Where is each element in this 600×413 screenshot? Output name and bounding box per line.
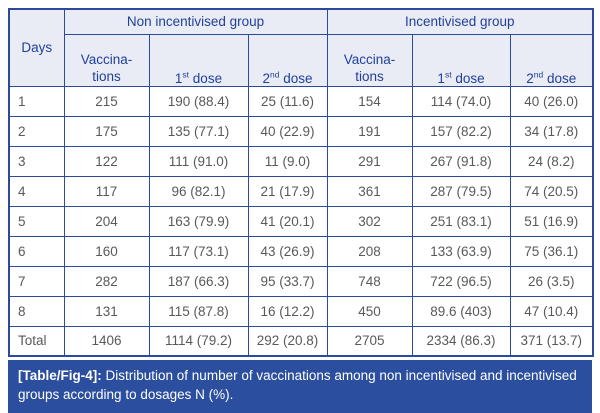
value-cell: 204 bbox=[63, 205, 150, 237]
value-cell: 96 (82.1) bbox=[148, 175, 249, 207]
value-cell: 117 (73.1) bbox=[148, 235, 249, 267]
value-cell: 302 bbox=[326, 205, 413, 237]
value-cell: 450 bbox=[326, 295, 413, 327]
value-cell: 25 (11.6) bbox=[247, 85, 328, 117]
value-cell: 215 bbox=[63, 85, 150, 117]
value-cell: 163 (79.9) bbox=[148, 205, 249, 237]
table-row: 7 282 187 (66.3) 95 (33.7) 748 722 (96.5) 26 (… bbox=[8, 265, 594, 297]
col-header-days: Days bbox=[8, 8, 65, 87]
value-cell: 24 (8.2) bbox=[509, 145, 594, 177]
table-caption: [Table/Fig-4]: Distribution of number of… bbox=[8, 360, 592, 413]
value-cell: 95 (33.7) bbox=[247, 265, 328, 297]
dose-number: 2 bbox=[262, 70, 271, 86]
value-cell: 208 bbox=[326, 235, 413, 267]
table-row: 5 204 163 (79.9) 41 (20.1) 302 251 (83.1) 51 (… bbox=[8, 205, 594, 237]
value-cell: 1114 (79.2) bbox=[148, 325, 249, 357]
col-header-first-dose-non-incentivised: 1st dose bbox=[148, 33, 249, 87]
day-cell: Total bbox=[8, 325, 65, 357]
value-cell: 282 bbox=[63, 265, 150, 297]
col-header-vaccinations-incentivised: Vaccina- tions bbox=[326, 33, 413, 87]
value-cell: 74 (20.5) bbox=[509, 175, 594, 207]
value-cell: 40 (22.9) bbox=[247, 115, 328, 147]
day-cell: 4 bbox=[8, 175, 65, 207]
dose-number: 1 bbox=[437, 70, 445, 86]
value-cell: 191 bbox=[326, 115, 413, 147]
value-cell: 154 bbox=[326, 85, 413, 117]
value-cell: 267 (91.8) bbox=[411, 145, 511, 177]
value-cell: 160 bbox=[63, 235, 150, 267]
value-cell: 157 (82.2) bbox=[411, 115, 511, 147]
value-cell: 175 bbox=[63, 115, 150, 147]
value-cell: 16 (12.2) bbox=[247, 295, 328, 327]
value-cell: 21 (17.9) bbox=[247, 175, 328, 207]
day-cell: 2 bbox=[8, 115, 65, 147]
value-cell: 287 (79.5) bbox=[411, 175, 511, 207]
ordinal-suffix: nd bbox=[533, 69, 544, 79]
table-row: 6 160 117 (73.1) 43 (26.9) 208 133 (63.9) 75 (… bbox=[8, 235, 594, 267]
col-header-first-dose-incentivised: 1st dose bbox=[411, 33, 511, 87]
value-cell: 722 (96.5) bbox=[411, 265, 511, 297]
value-cell: 251 (83.1) bbox=[411, 205, 511, 237]
table-row: 1 215 190 (88.4) 25 (11.6) 154 114 (74.0) 40 (… bbox=[8, 85, 594, 117]
value-cell: 51 (16.9) bbox=[509, 205, 594, 237]
value-cell: 117 bbox=[63, 175, 150, 207]
ordinal-suffix: nd bbox=[270, 69, 280, 79]
value-cell: 2334 (86.3) bbox=[411, 325, 511, 357]
value-cell: 11 (9.0) bbox=[247, 145, 328, 177]
table-row: 4 117 96 (82.1) 21 (17.9) 361 287 (79.5) 74 (2… bbox=[8, 175, 594, 207]
day-cell: 6 bbox=[8, 235, 65, 267]
value-cell: 292 (20.8) bbox=[247, 325, 328, 357]
dose-word: dose bbox=[543, 70, 577, 86]
table-row: 3 122 111 (91.0) 11 (9.0) 291 267 (91.8) 24 (8… bbox=[8, 145, 594, 177]
value-cell: 26 (3.5) bbox=[509, 265, 594, 297]
value-cell: 89.6 (403) bbox=[411, 295, 511, 327]
day-cell: 1 bbox=[8, 85, 65, 117]
day-cell: 7 bbox=[8, 265, 65, 297]
table-body: 1 215 190 (88.4) 25 (11.6) 154 114 (74.0) 40 (… bbox=[8, 85, 594, 357]
day-cell: 5 bbox=[8, 205, 65, 237]
vaccination-table: Days Non incentivised group Incentivised… bbox=[8, 8, 595, 357]
ordinal-suffix: st bbox=[444, 69, 452, 79]
value-cell: 75 (36.1) bbox=[509, 235, 594, 267]
value-cell: 122 bbox=[63, 145, 150, 177]
group-header-incentivised: Incentivised group bbox=[326, 8, 594, 35]
value-cell: 1406 bbox=[63, 325, 150, 357]
dose-word: dose bbox=[451, 70, 485, 86]
value-cell: 43 (26.9) bbox=[247, 235, 328, 267]
value-cell: 361 bbox=[326, 175, 413, 207]
dose-number: 2 bbox=[526, 70, 534, 86]
caption-label: [Table/Fig-4]: bbox=[18, 368, 102, 383]
dose-word: dose bbox=[279, 70, 313, 86]
ordinal-suffix: st bbox=[182, 69, 190, 79]
value-cell: 187 (66.3) bbox=[148, 265, 249, 297]
caption-text: Distribution of number of vaccinations a… bbox=[18, 368, 577, 402]
dose-number: 1 bbox=[174, 70, 183, 86]
dose-word: dose bbox=[189, 70, 223, 86]
day-cell: 3 bbox=[8, 145, 65, 177]
value-cell: 34 (17.8) bbox=[509, 115, 594, 147]
table-row: 2 175 135 (77.1) 40 (22.9) 191 157 (82.2) 34 (… bbox=[8, 115, 594, 147]
value-cell: 371 (13.7) bbox=[509, 325, 594, 357]
day-cell: 8 bbox=[8, 295, 65, 327]
col-header-vaccinations-non-incentivised: Vaccina- tions bbox=[63, 33, 150, 87]
col-header-second-dose-non-incentivised: 2nd dose bbox=[247, 33, 328, 87]
value-cell: 135 (77.1) bbox=[148, 115, 249, 147]
table-row: Total 1406 1114 (79.2) 292 (20.8) 2705 2334 (… bbox=[8, 325, 594, 357]
value-cell: 40 (26.0) bbox=[509, 85, 594, 117]
value-cell: 291 bbox=[326, 145, 413, 177]
value-cell: 41 (20.1) bbox=[247, 205, 328, 237]
value-cell: 131 bbox=[63, 295, 150, 327]
group-header-non-incentivised: Non incentivised group bbox=[63, 8, 328, 35]
table-row: 8 131 115 (87.8) 16 (12.2) 450 89.6 (403) 47 (… bbox=[8, 295, 594, 327]
value-cell: 2705 bbox=[326, 325, 413, 357]
col-header-second-dose-incentivised: 2nd dose bbox=[509, 33, 594, 87]
value-cell: 115 (87.8) bbox=[148, 295, 249, 327]
value-cell: 111 (91.0) bbox=[148, 145, 249, 177]
value-cell: 748 bbox=[326, 265, 413, 297]
value-cell: 114 (74.0) bbox=[411, 85, 511, 117]
value-cell: 47 (10.4) bbox=[509, 295, 594, 327]
value-cell: 190 (88.4) bbox=[148, 85, 249, 117]
value-cell: 133 (63.9) bbox=[411, 235, 511, 267]
